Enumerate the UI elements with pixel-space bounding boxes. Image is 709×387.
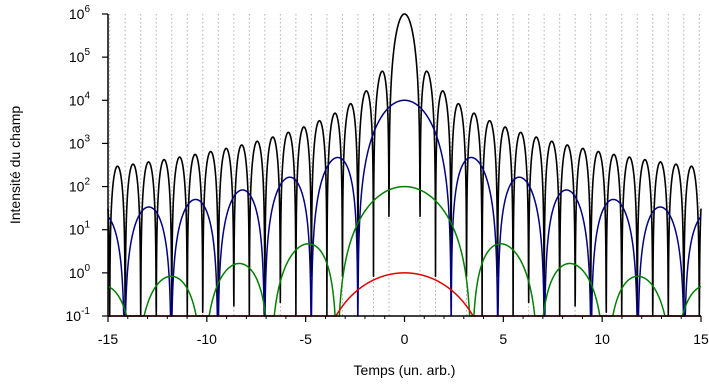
y-tick-label: 104 (69, 90, 91, 108)
y-tick-label: 100 (69, 263, 91, 281)
x-tick-label: 0 (401, 331, 409, 347)
series-line-1 (107, 99, 702, 317)
y-axis-title: Intensité du champ (7, 106, 23, 225)
y-tick-label: 101 (69, 220, 91, 238)
x-tick-label: -15 (98, 331, 118, 347)
series-line-2 (107, 185, 702, 317)
y-tick-label: 103 (69, 133, 91, 151)
x-tick-label: 5 (499, 331, 507, 347)
y-tick-label: 106 (69, 4, 91, 22)
y-ticks: 10-1 100 101 102 103 104 105 106 (66, 4, 108, 324)
x-tick-label: 10 (594, 331, 610, 347)
axes (107, 14, 701, 317)
series-line-3 (107, 272, 702, 317)
y-tick-label: 102 (69, 177, 91, 195)
x-tick-label: -10 (197, 331, 217, 347)
series-line-0 (107, 13, 702, 317)
y-tick-label: 105 (69, 47, 91, 65)
y-tick-label: 10-1 (66, 306, 91, 324)
x-axis-title: Temps (un. arb.) (354, 362, 456, 378)
x-tick-label: 15 (693, 331, 709, 347)
series-layer (107, 13, 702, 317)
x-ticks: -15 -10 -5 0 5 10 15 (98, 316, 709, 347)
x-tick-label: -5 (299, 331, 312, 347)
